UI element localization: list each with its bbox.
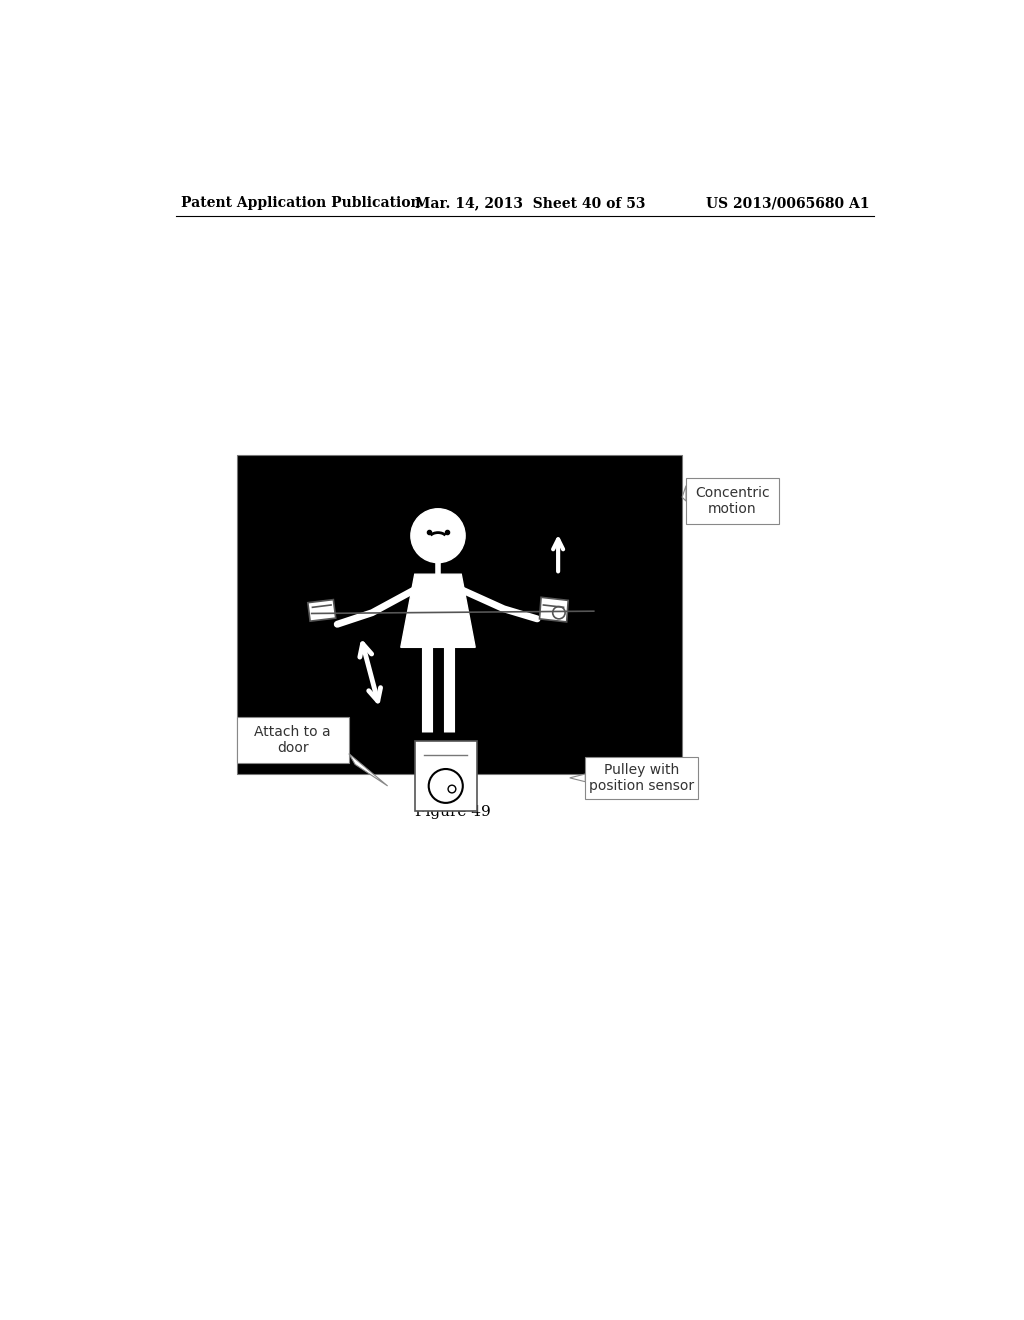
Polygon shape bbox=[349, 754, 388, 785]
Bar bbox=[237, 717, 349, 763]
Text: US 2013/0065680 A1: US 2013/0065680 A1 bbox=[707, 197, 869, 210]
Text: Pulley with
position sensor: Pulley with position sensor bbox=[589, 763, 694, 793]
Polygon shape bbox=[400, 574, 475, 647]
Polygon shape bbox=[569, 774, 586, 781]
Text: Figure 49: Figure 49 bbox=[415, 805, 490, 820]
Polygon shape bbox=[682, 486, 686, 502]
Text: Mar. 14, 2013  Sheet 40 of 53: Mar. 14, 2013 Sheet 40 of 53 bbox=[415, 197, 645, 210]
Bar bbox=[686, 478, 779, 524]
Text: Patent Application Publication: Patent Application Publication bbox=[180, 197, 420, 210]
Bar bbox=[586, 756, 697, 799]
Polygon shape bbox=[540, 597, 568, 622]
Polygon shape bbox=[308, 599, 336, 622]
Circle shape bbox=[411, 508, 465, 562]
Bar bbox=[237, 455, 682, 775]
Text: Attach to a
door: Attach to a door bbox=[254, 725, 331, 755]
Circle shape bbox=[429, 770, 463, 803]
Circle shape bbox=[449, 785, 456, 793]
Bar bbox=[415, 742, 477, 810]
Text: Concentric
motion: Concentric motion bbox=[695, 486, 770, 516]
